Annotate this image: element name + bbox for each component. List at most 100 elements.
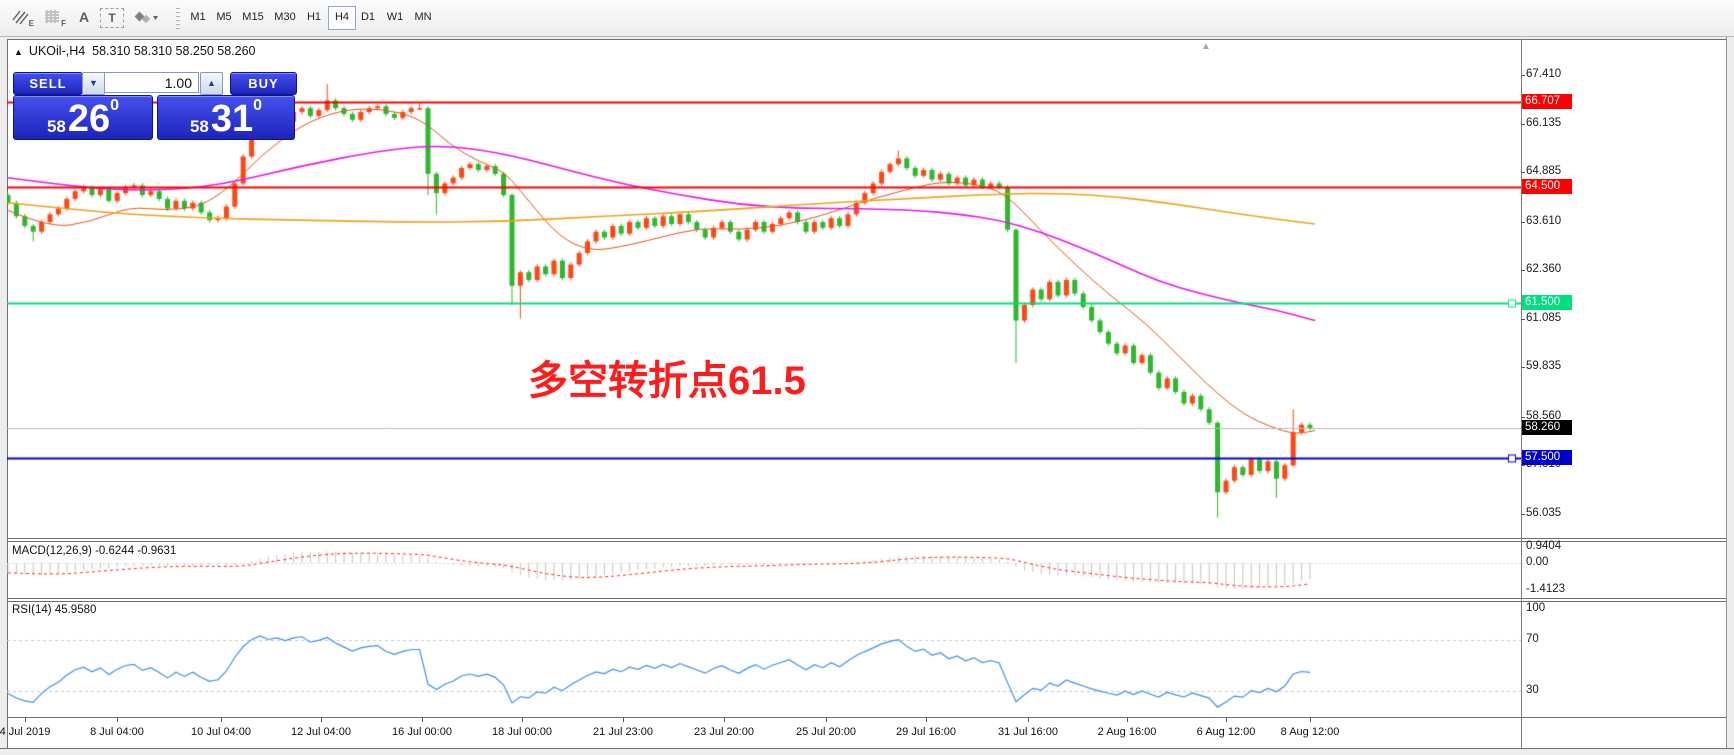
price-tick [1521,222,1525,223]
price-badge-64.500: 64.500 [1522,179,1572,194]
time-axis-label: 8 Jul 04:00 [90,726,144,738]
sell-button[interactable]: SELL [13,72,83,95]
timeframe-button-M15[interactable]: M15 [242,11,264,23]
bid-price-button[interactable]: 58 26 0 [13,95,153,140]
indicator-axis-label: 30 [1526,684,1539,696]
time-tick [926,718,927,722]
price-tick-label: 67.410 [1526,68,1562,80]
timeframe-button-W1[interactable]: W1 [386,11,404,23]
panel-separator[interactable] [7,598,1726,599]
time-axis-label: 31 Jul 16:00 [998,726,1058,738]
ask-price-button[interactable]: 58 31 0 [157,95,295,140]
time-tick [1310,718,1311,722]
ask-price-pip: 0 [253,97,263,114]
shapes-dropdown-icon[interactable] [128,5,164,29]
window-right-edge [1726,37,1734,755]
time-tick [1127,718,1128,722]
time-tick [1226,718,1227,722]
macd-canvas[interactable] [7,542,1521,598]
tool-f-label: F [61,19,66,28]
price-tick [1521,124,1525,125]
price-tick [1521,270,1525,271]
indicator-axis-label: -1.4123 [1526,583,1566,595]
price-tick [1521,319,1525,320]
time-tick [422,718,423,722]
rsi-label: RSI(14) 45.9580 [12,604,97,616]
textbox-tool-icon[interactable]: T [100,8,124,28]
tool-e-label: E [28,19,34,28]
bid-price-integer: 58 [46,117,66,136]
price-tick-label: 66.135 [1526,117,1562,129]
timeframe-button-M30[interactable]: M30 [274,11,296,23]
hatch-pattern-tool-icon[interactable]: E [8,5,34,29]
chart-header: ▲ UKOil-,H4 58.310 58.310 58.250 58.260 [14,44,255,58]
ask-price-integer: 58 [189,117,209,136]
time-axis-label: 16 Jul 00:00 [392,726,452,738]
price-tick [1521,465,1525,466]
time-axis-label: 4 Jul 2019 [0,726,51,738]
panel-separator[interactable] [7,541,1726,542]
price-tick-label: 63.610 [1526,215,1562,227]
time-axis-label: 23 Jul 20:00 [694,726,754,738]
time-tick [724,718,725,722]
panel-separator[interactable] [7,601,1726,602]
time-tick [221,718,222,722]
time-tick [522,718,523,722]
time-tick [25,718,26,722]
buy-button[interactable]: BUY [230,72,297,95]
time-tick [623,718,624,722]
ask-price-main: 31 [210,97,254,140]
volume-down-button[interactable]: ▼ [82,72,105,95]
timeframe-button-H1[interactable]: H1 [306,11,322,23]
time-axis-label: 25 Jul 20:00 [796,726,856,738]
price-tick [1521,514,1525,515]
macd-label: MACD(12,26,9) -0.6244 -0.9631 [12,545,177,557]
time-axis-label: 6 Aug 12:00 [1196,726,1256,738]
text-tool-label: A [78,9,90,25]
price-badge-61.500: 61.500 [1522,295,1572,310]
symbol-ohlc-text: UKOil-,H4 58.310 58.310 58.250 58.260 [28,44,256,58]
panel-separator[interactable] [7,538,1726,539]
timeframe-button-M1[interactable]: M1 [190,11,206,23]
volume-input[interactable]: 1.00 [104,72,199,93]
indicator-axis-label: 0.9404 [1526,540,1562,552]
time-tick [826,718,827,722]
timeframe-button-M5[interactable]: M5 [216,11,232,23]
timeframe-button-MN[interactable]: MN [414,11,432,23]
one-click-panel-toggle-icon[interactable]: ▲ [14,47,23,57]
time-tick [1028,718,1029,722]
price-tick-label: 64.885 [1526,165,1562,177]
time-axis-label: 12 Jul 04:00 [291,726,351,738]
time-axis-label: 8 Aug 12:00 [1280,726,1340,738]
toolbar-grip[interactable] [176,7,180,29]
time-axis-separator [7,717,1726,718]
price-tick-label: 59.835 [1526,360,1562,372]
text-tool-icon[interactable]: A [74,5,94,29]
bid-price-main: 26 [67,97,111,140]
price-tick-label: 58.560 [1526,410,1562,422]
window-bottom-edge [0,748,1734,755]
price-tick [1521,367,1525,368]
time-axis-label: 29 Jul 16:00 [896,726,956,738]
timeframe-button-H4[interactable]: H4 [328,6,356,30]
time-axis-label: 18 Jul 00:00 [492,726,552,738]
indicator-axis-label: 70 [1526,633,1539,645]
time-axis-label: 10 Jul 04:00 [191,726,251,738]
chart-text-annotation[interactable]: 多空转折点61.5 [528,359,806,403]
time-axis-label: 21 Jul 23:00 [593,726,653,738]
price-axis-divider[interactable] [1521,39,1522,748]
rsi-canvas[interactable] [7,602,1521,716]
price-tick-label: 61.085 [1526,312,1562,324]
price-tick [1521,75,1525,76]
volume-up-button[interactable]: ▲ [200,72,223,95]
price-tick-label: 56.035 [1526,507,1562,519]
price-tick [1521,172,1525,173]
price-tick [1521,417,1525,418]
time-tick [321,718,322,722]
grid-pattern-tool-icon[interactable]: F [40,5,66,29]
timeframe-button-D1[interactable]: D1 [360,11,376,23]
price-badge-57.500: 57.500 [1522,450,1572,465]
chart-shift-marker-icon[interactable]: ▲ [1201,41,1211,52]
indicator-axis-label: 0.00 [1526,556,1549,568]
textbox-tool-label: T [108,11,116,25]
